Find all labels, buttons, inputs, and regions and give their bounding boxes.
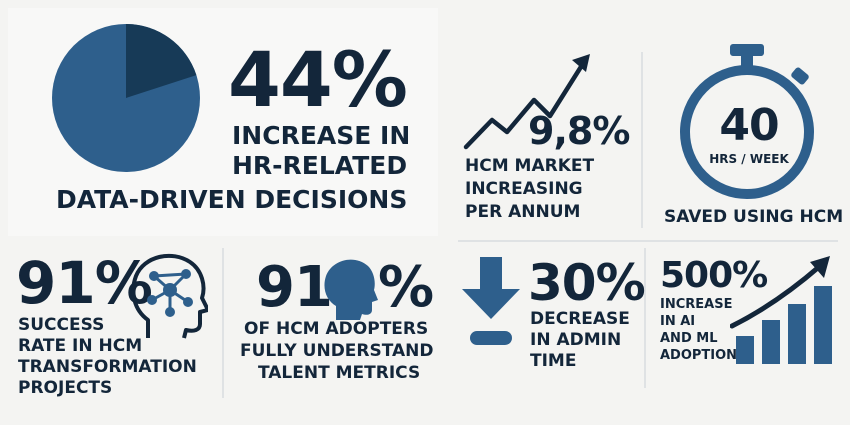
market-growth-value: 9,8% bbox=[528, 109, 630, 153]
down-arrow-icon bbox=[462, 257, 520, 345]
admin-time-line2: IN ADMIN bbox=[530, 330, 622, 350]
talent-metrics-line3: TALENT METRICS bbox=[258, 363, 421, 383]
success-rate-line3: TRANSFORMATION bbox=[18, 357, 197, 377]
trend-up-arrow-icon bbox=[463, 54, 590, 150]
pie-chart-icon bbox=[52, 24, 200, 172]
ai-adoption-line2: IN AI bbox=[660, 314, 696, 329]
hr-decisions-line3: DATA-DRIVEN DECISIONS bbox=[56, 185, 408, 214]
talent-metrics-value-left: 91 bbox=[256, 255, 333, 320]
ai-adoption-value: 500% bbox=[660, 255, 768, 296]
divider-vertical-bottom-left bbox=[222, 248, 224, 398]
hr-decisions-line1: INCREASE IN bbox=[232, 121, 411, 150]
success-rate-line4: PROJECTS bbox=[18, 378, 113, 398]
admin-time-value: 30% bbox=[528, 254, 646, 312]
talent-metrics-line2: FULLY UNDERSTAND bbox=[240, 341, 434, 361]
divider-vertical-bottom-right bbox=[644, 248, 646, 388]
divider-horizontal-right bbox=[458, 240, 838, 242]
head-network-icon bbox=[131, 253, 208, 339]
talent-metrics-line1: OF HCM ADOPTERS bbox=[244, 319, 429, 339]
talent-metrics-value-right: % bbox=[378, 255, 434, 320]
ai-adoption-line4: ADOPTION bbox=[660, 348, 738, 363]
bar-growth-icon bbox=[730, 256, 832, 364]
head-silhouette-icon bbox=[324, 259, 378, 320]
time-saved-unit: HRS / WEEK bbox=[709, 152, 789, 166]
ai-adoption-line1: INCREASE bbox=[660, 297, 733, 312]
time-saved-caption: SAVED USING HCM bbox=[664, 207, 844, 227]
success-rate-line1: SUCCESS bbox=[18, 315, 105, 335]
market-growth-line2: INCREASING bbox=[465, 179, 583, 199]
market-growth-line3: PER ANNUM bbox=[465, 202, 581, 222]
market-growth-line1: HCM MARKET bbox=[465, 156, 595, 176]
hr-decisions-line2: HR-RELATED bbox=[232, 151, 408, 180]
success-rate-value: 91% bbox=[16, 249, 153, 317]
divider-vertical-top bbox=[641, 52, 643, 228]
ai-adoption-line3: AND ML bbox=[660, 331, 718, 346]
success-rate-line2: RATE IN HCM bbox=[18, 336, 143, 356]
admin-time-line3: TIME bbox=[530, 351, 577, 371]
pie-highlight-slice bbox=[126, 24, 197, 98]
admin-time-line1: DECREASE bbox=[530, 309, 630, 329]
hr-decisions-value: 44% bbox=[228, 35, 408, 124]
stopwatch-icon bbox=[680, 44, 814, 199]
time-saved-value: 40 bbox=[719, 100, 779, 151]
